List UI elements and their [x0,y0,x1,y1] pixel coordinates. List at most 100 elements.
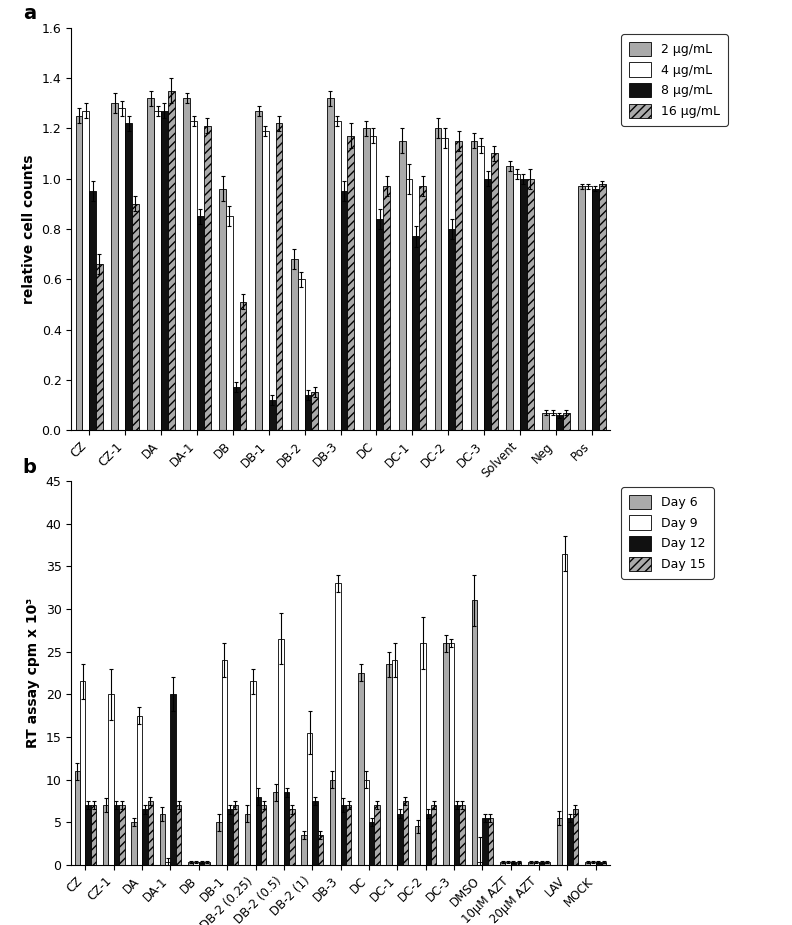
Bar [557,818,562,865]
Bar [261,805,266,865]
Bar [176,805,181,865]
Bar [505,862,511,865]
Bar [500,862,505,865]
Bar [477,862,482,865]
Bar [80,682,86,865]
Bar [311,392,318,430]
Bar [491,154,498,430]
Bar [305,395,311,430]
Y-axis label: RT assay cpm x 10³: RT assay cpm x 10³ [26,598,40,748]
Bar [240,302,246,430]
Bar [549,413,556,430]
Bar [318,835,323,865]
Bar [226,216,233,430]
Bar [562,553,567,865]
Bar [327,98,333,430]
Bar [197,216,204,430]
Text: a: a [23,4,36,22]
Bar [219,189,226,430]
Bar [137,716,142,865]
Bar [89,191,96,430]
Bar [585,186,592,430]
Bar [256,796,261,865]
Bar [516,862,521,865]
Bar [262,130,268,430]
Bar [398,141,406,430]
Bar [482,818,488,865]
Bar [573,809,578,865]
Bar [592,189,599,430]
Bar [421,643,425,865]
Bar [131,822,137,865]
Y-axis label: relative cell counts: relative cell counts [22,154,36,303]
Bar [112,104,118,430]
Bar [118,108,125,430]
Bar [233,805,238,865]
Bar [543,413,549,430]
Bar [160,814,165,865]
Bar [125,123,132,430]
Bar [513,174,520,430]
Bar [193,862,199,865]
Bar [601,862,607,865]
Bar [273,793,279,865]
Bar [291,259,298,430]
Bar [459,805,465,865]
Bar [392,660,398,865]
Bar [454,805,459,865]
Bar [168,91,175,430]
Bar [425,814,431,865]
Bar [335,584,341,865]
Bar [103,805,109,865]
Bar [276,123,283,430]
Bar [142,809,147,865]
Bar [82,111,89,430]
Bar [413,237,419,430]
Bar [170,695,176,865]
Bar [114,805,119,865]
Bar [333,121,341,430]
Bar [506,166,513,430]
Bar [204,126,211,430]
Bar [563,413,569,430]
Bar [539,862,544,865]
Bar [255,111,262,430]
Bar [599,184,606,430]
Bar [470,141,478,430]
Bar [398,814,402,865]
Bar [284,793,289,865]
Bar [147,801,153,865]
Bar [444,643,448,865]
Legend: Day 6, Day 9, Day 12, Day 15: Day 6, Day 9, Day 12, Day 15 [622,487,714,579]
Bar [204,862,210,865]
Bar [448,228,455,430]
Bar [471,600,477,865]
Bar [302,835,307,865]
Bar [431,805,436,865]
Bar [119,805,124,865]
Bar [369,822,375,865]
Bar [74,771,80,865]
Bar [222,660,227,865]
Bar [544,862,550,865]
X-axis label: Large scale extract/fraction: Large scale extract/fraction [222,486,459,501]
Bar [375,805,379,865]
Bar [419,186,426,430]
Bar [358,673,364,865]
Bar [527,179,534,430]
Bar [346,805,352,865]
Bar [312,801,318,865]
Bar [402,801,408,865]
Bar [75,116,82,430]
Bar [188,862,193,865]
Bar [216,822,222,865]
Bar [165,862,170,865]
Bar [96,265,103,430]
Bar [406,179,413,430]
Bar [279,639,284,865]
Bar [455,141,462,430]
Bar [183,98,190,430]
Bar [488,818,493,865]
Bar [341,191,348,430]
Bar [154,111,161,430]
